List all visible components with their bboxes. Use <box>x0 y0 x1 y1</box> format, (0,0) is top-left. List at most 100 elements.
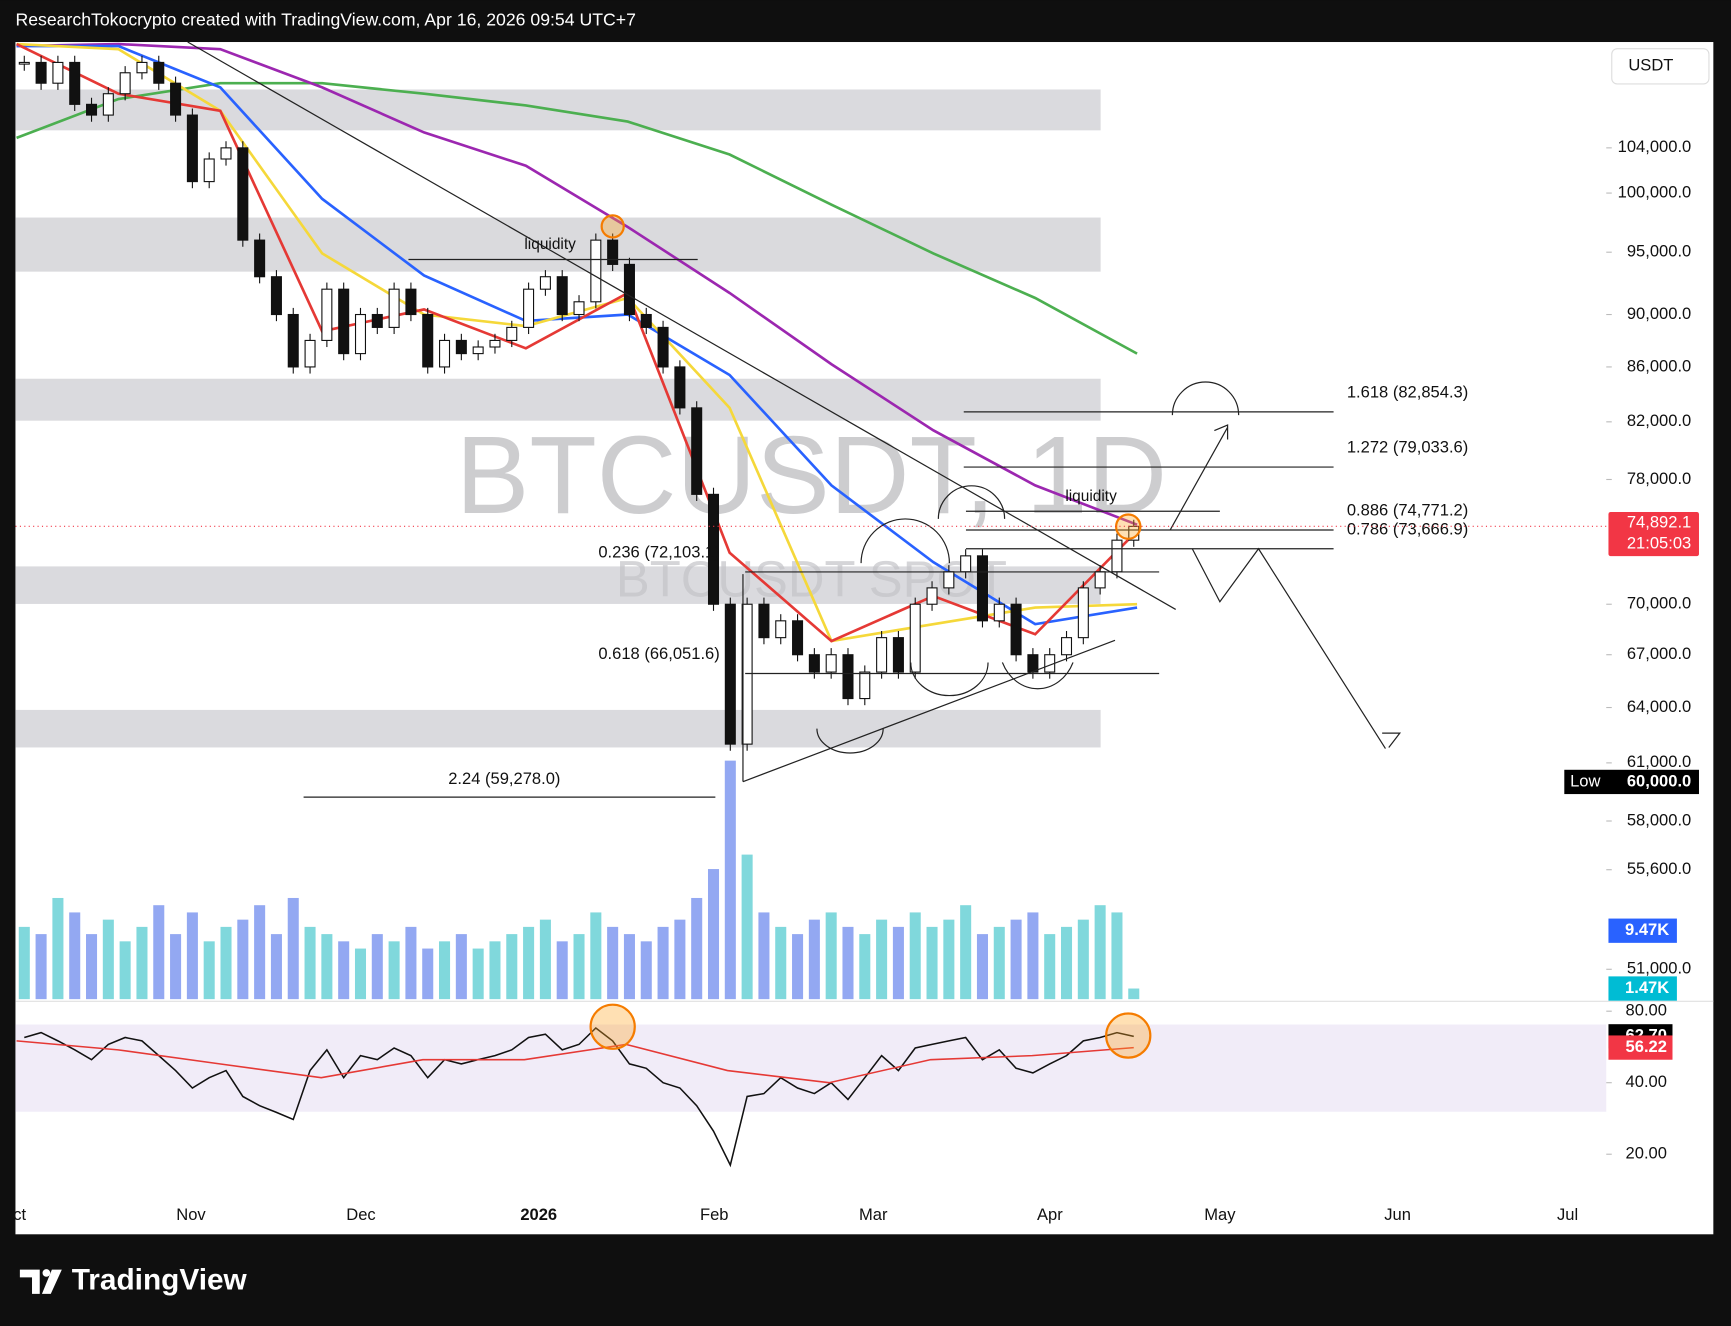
candle <box>287 313 299 368</box>
y-tick-label: 90,000.0 <box>1627 304 1691 323</box>
y-tick-label: 86,000.0 <box>1627 356 1691 375</box>
x-tick-label: May <box>1204 1205 1236 1224</box>
arc <box>860 518 951 564</box>
countdown: 21:05:03 <box>1627 533 1691 552</box>
volume-bar <box>623 934 635 1000</box>
candle <box>674 366 686 409</box>
volume-bar <box>220 926 232 1000</box>
candle <box>472 346 484 355</box>
volume-bar <box>304 926 316 1000</box>
volume-bar <box>203 941 215 1000</box>
x-tick-label: Dec <box>346 1205 375 1224</box>
zones <box>15 89 1101 748</box>
candle <box>371 313 383 328</box>
volume-bar <box>657 926 669 1000</box>
candle <box>657 326 669 368</box>
candle <box>489 339 501 348</box>
rsi-tick-label: 40.00 <box>1626 1072 1667 1091</box>
arrow <box>1191 547 1402 749</box>
candle <box>926 587 938 605</box>
candle <box>270 276 282 316</box>
volume-bar <box>640 941 652 1000</box>
y-tick-label: 100,000.0 <box>1618 182 1692 201</box>
volume-bar <box>926 926 938 1000</box>
candle <box>1111 539 1123 573</box>
candle <box>170 82 182 116</box>
candle <box>405 288 417 316</box>
volume-bar <box>1094 905 1106 1000</box>
candle <box>220 147 232 160</box>
volume-bar <box>186 912 198 1000</box>
rsi-series <box>16 1026 1134 1168</box>
highlight <box>1105 1012 1152 1059</box>
candle <box>203 158 215 183</box>
volume-bar <box>724 760 736 1000</box>
fib-label: 0.886 (74,771.2) <box>1347 501 1468 520</box>
zone <box>15 217 1101 272</box>
y-tick-label: 95,000.0 <box>1627 242 1691 261</box>
candle <box>842 654 854 700</box>
volume-bar <box>1027 912 1039 1000</box>
footer-logo: TradingView <box>19 1264 248 1297</box>
volume-bar <box>354 948 367 1000</box>
x-tick-label: Jul <box>1557 1205 1578 1224</box>
rsi-band <box>15 1024 1607 1112</box>
moving-average <box>16 81 1138 355</box>
volume-bar <box>506 934 518 1000</box>
volume-bar <box>892 926 904 1000</box>
moving-average <box>15 42 1139 643</box>
x-tick-label: 2026 <box>520 1205 557 1224</box>
volume-bar <box>859 934 871 1000</box>
candle <box>993 603 1005 622</box>
currency-box[interactable] <box>1611 48 1710 85</box>
candle <box>943 571 955 589</box>
volume-bar <box>775 926 787 1000</box>
candle <box>455 339 467 355</box>
rsi-badge-label: 56.22 <box>1626 1037 1667 1056</box>
candle <box>237 147 249 241</box>
volume-bar <box>119 941 131 1000</box>
y-tick-label: 61,000.0 <box>1627 752 1691 771</box>
candle <box>590 239 602 303</box>
trendline <box>742 639 1116 783</box>
volume-badge-label: 1.47K <box>1625 978 1669 997</box>
candle <box>607 239 619 265</box>
rsi-tick-label: 20.00 <box>1626 1144 1667 1163</box>
candle <box>808 654 820 673</box>
volume-bar <box>1061 926 1073 1000</box>
candle <box>1010 603 1022 656</box>
volume-bar <box>876 919 888 1000</box>
zone <box>15 378 1101 421</box>
watermark: BTCUSDT, 1D <box>456 414 1167 537</box>
candle <box>52 61 64 84</box>
x-tick-label: Mar <box>859 1205 888 1224</box>
low-badge-value: 60,000.0 <box>1627 771 1691 790</box>
candle <box>556 276 568 316</box>
volume-bar <box>153 905 165 1000</box>
logo-part <box>19 1269 40 1294</box>
volume-bar <box>523 926 535 1000</box>
price-series <box>15 42 1140 1000</box>
arc <box>910 662 989 697</box>
liquidity-label: liquidity <box>524 236 576 253</box>
candle <box>859 671 871 700</box>
candle <box>338 288 350 355</box>
candle <box>539 276 551 290</box>
volume-bar <box>338 941 350 1000</box>
candle <box>1061 637 1073 656</box>
volume-bar <box>422 948 434 1000</box>
volume-bar <box>993 926 1005 1000</box>
arc <box>816 728 884 754</box>
axes: 104,000.0 100,000.0 95,000.0 90,000.0 86,000… <box>15 137 1699 1224</box>
volume-bar <box>170 934 182 1000</box>
candle <box>439 339 451 368</box>
volume-bar <box>741 854 753 1000</box>
highlight <box>589 1003 636 1050</box>
volume-bar <box>607 926 619 1000</box>
y-tick-label: 58,000.0 <box>1627 810 1691 829</box>
volume-bar <box>455 934 467 1000</box>
candle <box>86 103 98 116</box>
volume-badge <box>1608 918 1677 943</box>
volume-bar <box>136 926 148 1000</box>
volume-bar <box>270 934 282 1000</box>
